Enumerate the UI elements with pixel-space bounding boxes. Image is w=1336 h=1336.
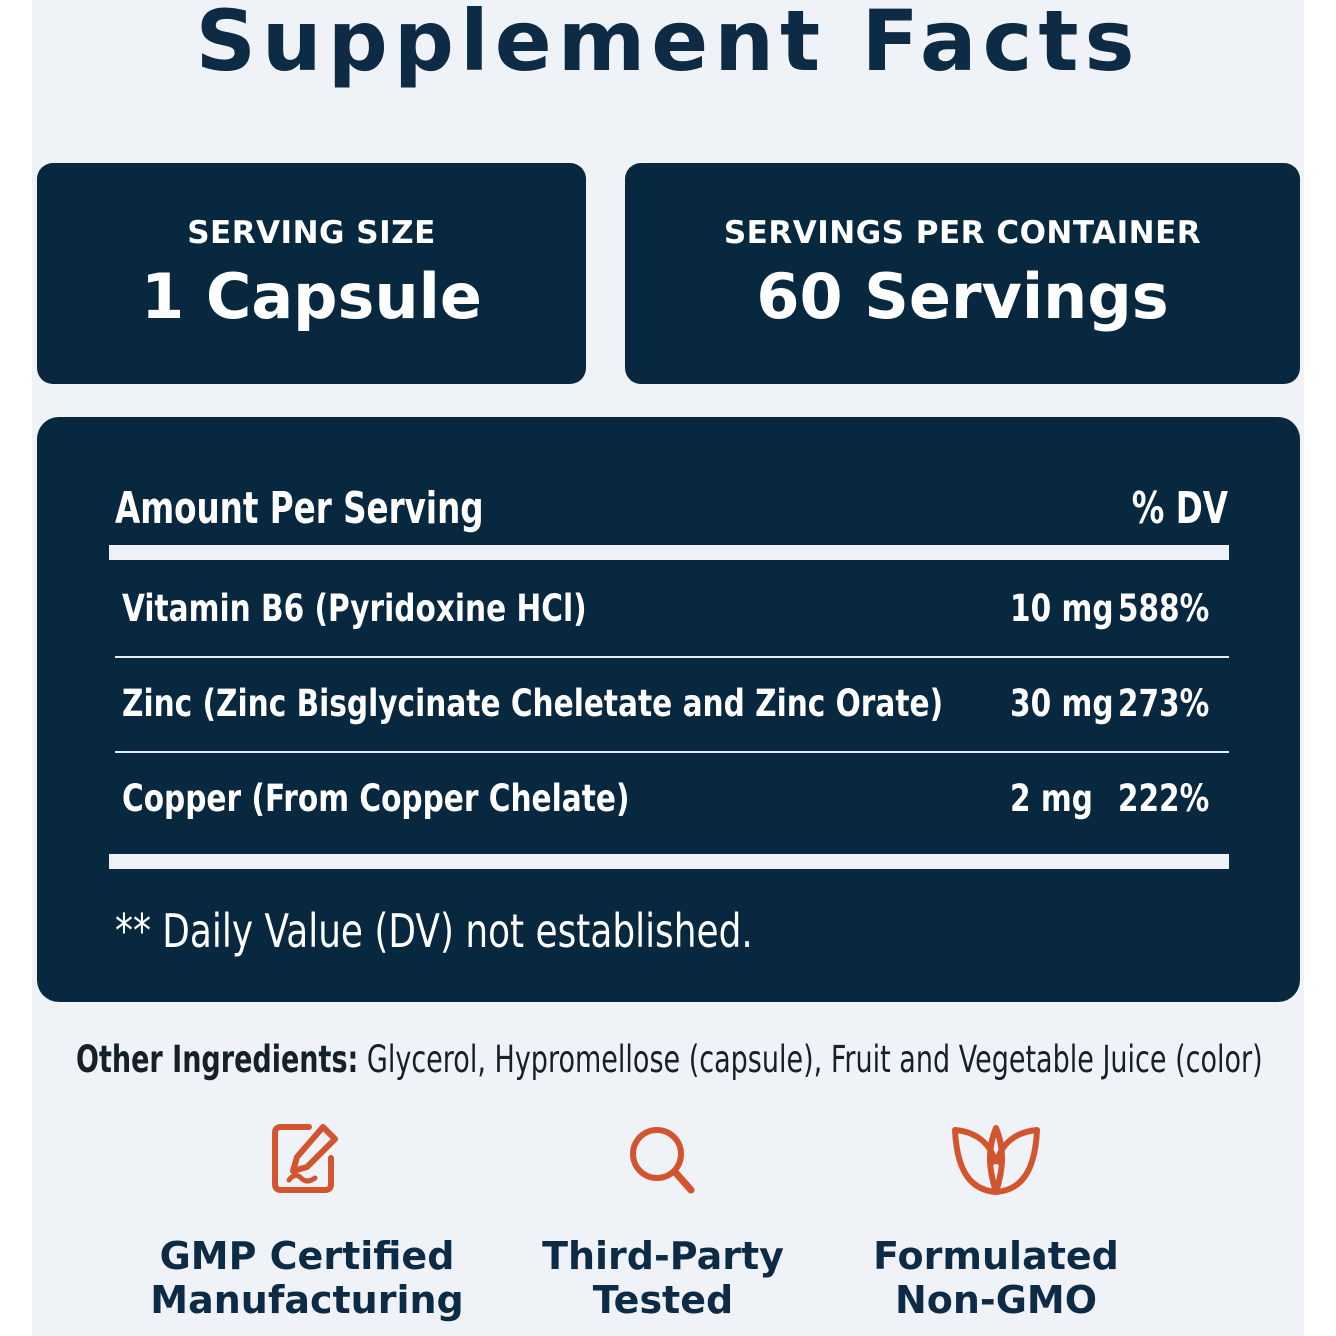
leaf-icon — [806, 1120, 1186, 1196]
nutrient-amount: 2 mg — [1010, 777, 1093, 820]
other-ingredients: Other Ingredients: Glycerol, Hypromellos… — [76, 1036, 1263, 1084]
badge-line-1: GMP Certified — [159, 1234, 455, 1278]
nutrient-amount: 30 mg — [1010, 682, 1114, 725]
badge-line-1: Third-Party — [542, 1234, 784, 1278]
serving-size-card: SERVING SIZE 1 Capsule — [37, 163, 586, 384]
amount-per-serving-header: Amount Per Serving — [115, 483, 484, 534]
row-divider — [115, 656, 1229, 658]
badge-line-2: Tested — [592, 1278, 734, 1322]
badge-non-gmo: Formulated Non-GMO — [806, 1120, 1186, 1322]
magnifier-icon — [473, 1120, 853, 1196]
badge-line-1: Formulated — [873, 1234, 1119, 1278]
edit-document-icon — [117, 1120, 497, 1196]
daily-value-header: % DV — [1131, 483, 1228, 534]
servings-per-container-value: 60 Servings — [756, 260, 1169, 333]
thick-divider-bottom — [109, 854, 1229, 869]
servings-per-container-label: SERVINGS PER CONTAINER — [723, 215, 1202, 251]
badge-third-party: Third-Party Tested — [473, 1120, 853, 1322]
table-row: Zinc (Zinc Bisglycinate Cheletate and Zi… — [37, 657, 1300, 752]
nutrient-name: Copper (From Copper Chelate) — [122, 777, 630, 820]
dv-footnote: ** Daily Value (DV) not established. — [115, 904, 753, 958]
thick-divider-top — [109, 545, 1229, 560]
badge-line-2: Non-GMO — [894, 1278, 1098, 1322]
table-row: Copper (From Copper Chelate) 2 mg 222% — [37, 752, 1300, 847]
other-ingredients-label: Other Ingredients: — [76, 1038, 359, 1081]
nutrient-name: Zinc (Zinc Bisglycinate Cheletate and Zi… — [122, 682, 944, 725]
row-divider — [115, 751, 1229, 753]
nutrient-dv: 588% — [1117, 587, 1209, 630]
table-row: Vitamin B6 (Pyridoxine HCl) 10 mg 588% — [37, 562, 1300, 657]
nutrient-dv: 273% — [1117, 682, 1209, 725]
other-ingredients-text: Glycerol, Hypromellose (capsule), Fruit … — [358, 1038, 1263, 1081]
serving-size-label: SERVING SIZE — [187, 215, 436, 251]
page-title: Supplement Facts — [195, 0, 1141, 90]
badge-gmp: GMP Certified Manufacturing — [117, 1120, 497, 1322]
nutrient-amount: 10 mg — [1010, 587, 1114, 630]
nutrient-dv: 222% — [1117, 777, 1209, 820]
serving-size-value: 1 Capsule — [141, 260, 482, 333]
facts-table: Amount Per Serving % DV Vitamin B6 (Pyri… — [37, 417, 1300, 1002]
nutrient-name: Vitamin B6 (Pyridoxine HCl) — [122, 587, 587, 630]
badge-line-2: Manufacturing — [150, 1278, 464, 1322]
servings-per-container-card: SERVINGS PER CONTAINER 60 Servings — [625, 163, 1300, 384]
